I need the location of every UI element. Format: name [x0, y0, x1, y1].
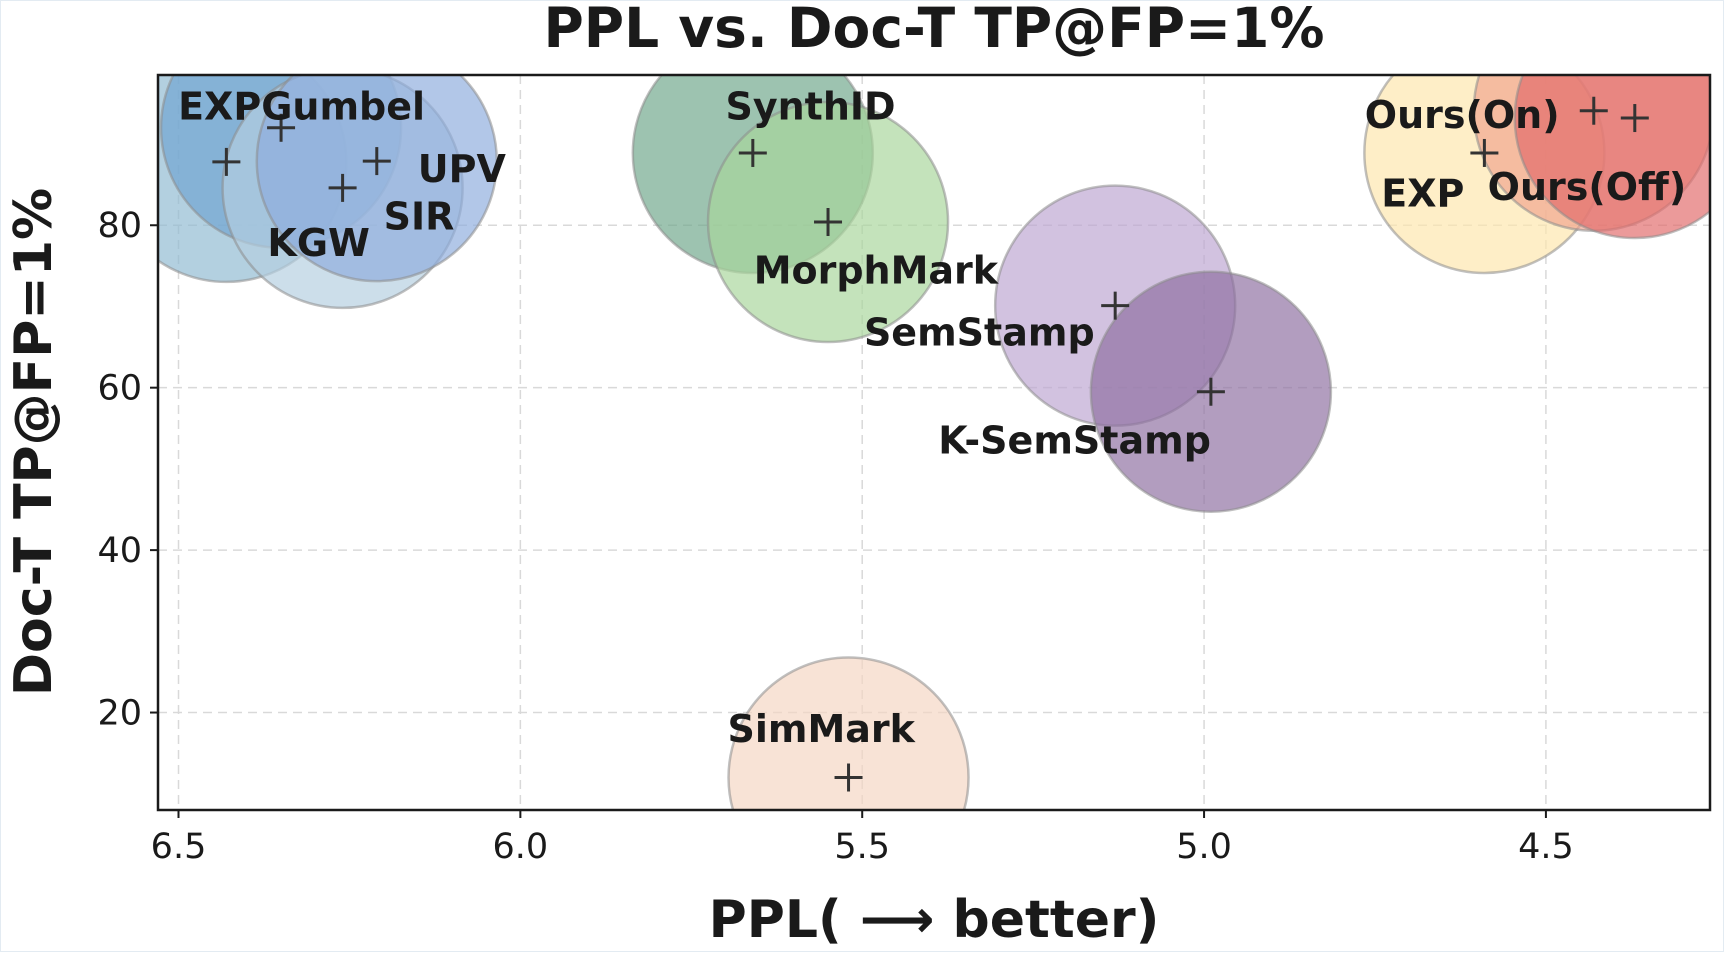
- bubble-ours-off: [1513, 75, 1710, 240]
- marker-layer: [212, 96, 1649, 792]
- x-tick-label: 5.0: [1176, 827, 1232, 867]
- marker-synthid: [738, 138, 767, 167]
- label-kgw: KGW: [267, 221, 370, 265]
- marker-ours-off: [1620, 104, 1649, 133]
- marker-k-semstamp: [1196, 377, 1225, 406]
- label-ours-off: Ours(Off): [1488, 165, 1687, 209]
- marker-morphmark: [814, 208, 843, 236]
- label-upv: UPV: [418, 147, 507, 191]
- marker-semstamp: [1101, 291, 1130, 320]
- marker-upv: [362, 147, 391, 176]
- plot-border: [156, 73, 1712, 812]
- x-tick-label: 6.0: [493, 827, 549, 867]
- label-synthid: SynthID: [725, 85, 895, 129]
- y-tick-label: 40: [97, 531, 142, 571]
- y-tick-label: 60: [97, 369, 142, 409]
- x-tick-label: 5.5: [834, 827, 890, 867]
- label-sir: SIR: [384, 194, 455, 238]
- label-expgumbel: EXPGumbel: [178, 85, 425, 129]
- label-k-semstamp: K-SemStamp: [938, 418, 1211, 462]
- marker-sir: [328, 173, 357, 202]
- marker-ours-on: [1579, 96, 1608, 125]
- x-tick-label: 4.5: [1518, 827, 1574, 867]
- bubble-upv: [255, 75, 498, 283]
- chart-title: PPL vs. Doc-T TP@FP=1%: [543, 1, 1324, 60]
- bubble-simmark: [727, 656, 970, 810]
- y-axis-label: Doc-T TP@FP=1%: [4, 188, 64, 696]
- y-tick-label: 80: [97, 206, 142, 246]
- label-exp: EXP: [1381, 172, 1464, 216]
- x-tick-label: 6.5: [151, 827, 207, 867]
- label-simmark: SimMark: [727, 707, 915, 751]
- label-morphmark: MorphMark: [754, 249, 999, 293]
- axis-ticks: 6.5 6.0 5.5 5.0 4.5 20 40 60 80: [97, 206, 1573, 867]
- x-axis-label: PPL( ⟶ better): [709, 890, 1160, 950]
- marker-exp: [1470, 138, 1499, 167]
- marker-simmark: [834, 763, 863, 792]
- y-tick-label: 20: [97, 694, 142, 734]
- marker-kgw: [212, 147, 241, 176]
- label-ours-on: Ours(On): [1365, 93, 1560, 137]
- label-semstamp: SemStamp: [864, 310, 1095, 354]
- marker-expgumbel: [267, 113, 296, 142]
